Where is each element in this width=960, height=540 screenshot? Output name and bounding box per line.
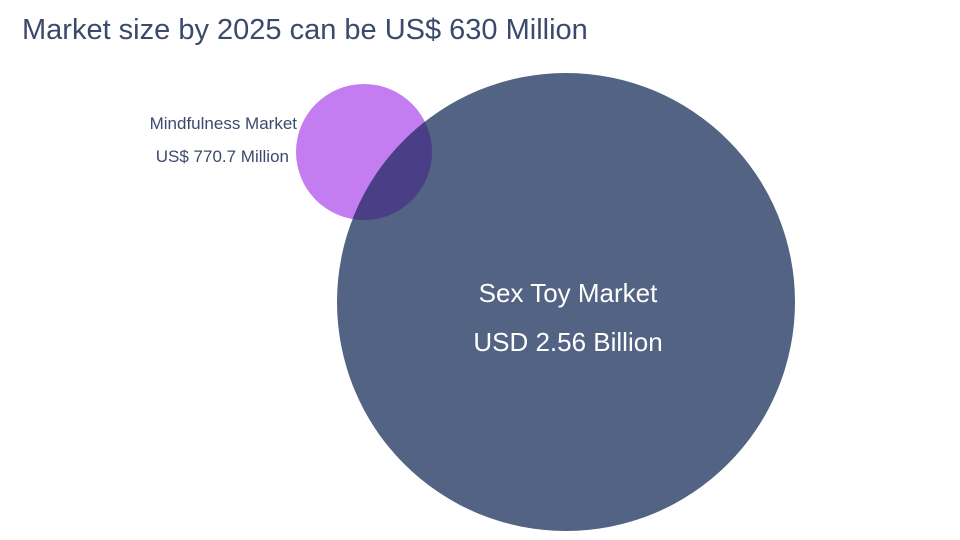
sex-toy-market-circle [337,73,795,531]
sex-toy-market-value: USD 2.56 Billion [473,327,663,357]
slide-title: Market size by 2025 can be US$ 630 Milli… [22,14,588,46]
mindfulness-market-value: US$ 770.7 Million [155,147,289,166]
sex-toy-market-label: Sex Toy Market [478,278,658,308]
mindfulness-market-label: Mindfulness Market [149,114,297,133]
